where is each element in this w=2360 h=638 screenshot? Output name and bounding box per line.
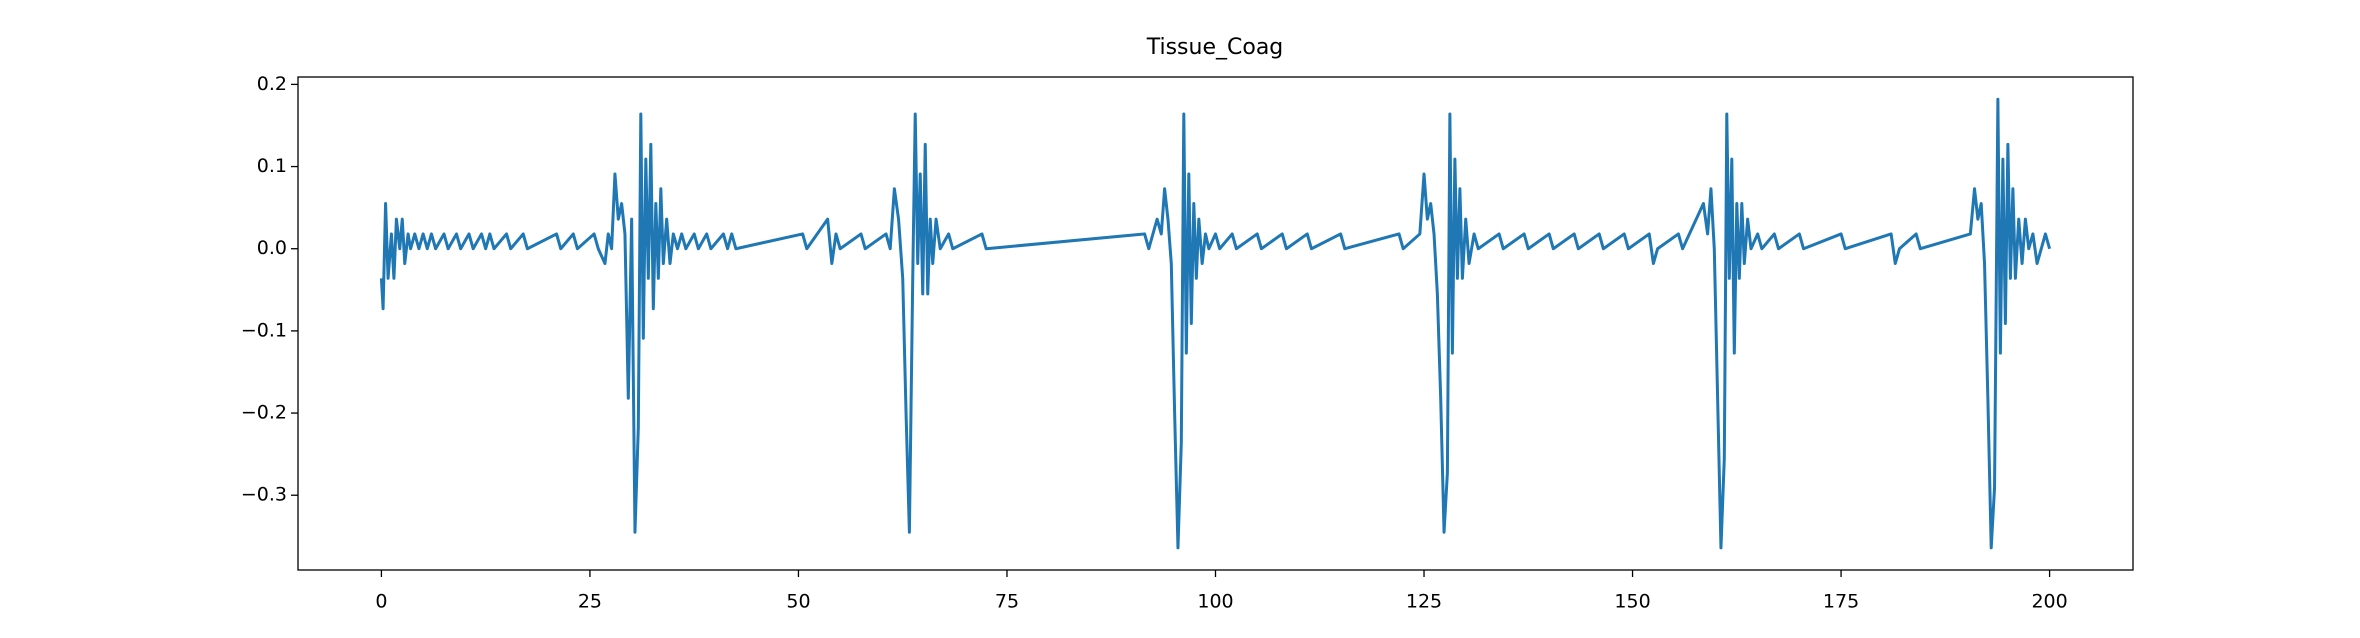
x-tick-label: 175: [1823, 591, 1859, 613]
y-tick-label: 0.0: [257, 237, 287, 259]
chart-title: Tissue_Coag: [1146, 35, 1284, 60]
x-tick-label: 25: [578, 591, 602, 613]
y-tick-label: −0.1: [241, 319, 287, 341]
y-tick-label: −0.3: [241, 484, 287, 506]
x-tick-label: 200: [2031, 591, 2067, 613]
y-tick-label: −0.2: [241, 402, 287, 424]
x-tick-label: 75: [995, 591, 1019, 613]
x-tick-label: 125: [1406, 591, 1442, 613]
axes-frame: [297, 76, 2134, 571]
data-line: [379, 97, 2052, 550]
x-tick-label: 0: [375, 591, 387, 613]
x-tick-label: 50: [786, 591, 810, 613]
x-tick-label: 150: [1614, 591, 1650, 613]
x-tick-label: 100: [1197, 591, 1233, 613]
y-tick-label: 0.2: [257, 73, 287, 95]
y-tick-label: 0.1: [257, 155, 287, 177]
